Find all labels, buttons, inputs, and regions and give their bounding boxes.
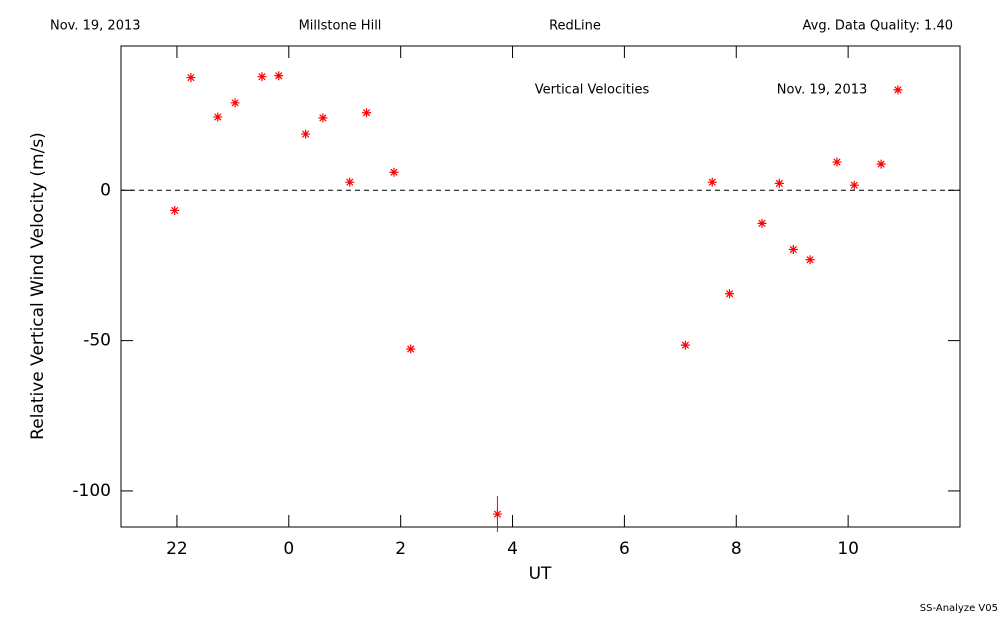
point	[774, 178, 784, 188]
point	[274, 71, 284, 81]
point	[170, 205, 180, 215]
header-site: Millstone Hill	[299, 19, 382, 34]
plot-frame	[120, 45, 961, 528]
annotation: Vertical Velocities	[535, 83, 650, 98]
point	[707, 177, 717, 187]
annotation: Nov. 19, 2013	[777, 83, 868, 98]
point	[788, 245, 798, 255]
point	[725, 289, 735, 299]
x-tick-label: 22	[166, 539, 188, 559]
point	[230, 98, 240, 108]
point	[832, 157, 842, 167]
point	[805, 255, 815, 265]
x-tick-label: 0	[283, 539, 294, 559]
point	[301, 129, 311, 139]
point	[757, 218, 767, 228]
point	[389, 167, 399, 177]
point	[406, 344, 416, 354]
point	[362, 108, 372, 118]
x-tick-label: 10	[837, 539, 859, 559]
point	[318, 113, 328, 123]
point	[893, 85, 903, 95]
point	[345, 177, 355, 187]
x-tick-label: 6	[619, 539, 630, 559]
y-tick-label: -50	[83, 331, 111, 351]
header-quality: Avg. Data Quality: 1.40	[803, 19, 953, 34]
point	[213, 112, 223, 122]
footer: SS-Analyze V05	[920, 603, 998, 614]
point	[257, 72, 267, 82]
y-tick-label: -100	[72, 481, 111, 501]
x-tick-label: 4	[507, 539, 518, 559]
y-tick-label: 0	[100, 180, 111, 200]
x-axis-label: UT	[529, 564, 552, 584]
header-filter: RedLine	[549, 19, 601, 34]
point	[849, 180, 859, 190]
y-axis-label: Relative Vertical Wind Velocity (m/s)	[28, 132, 48, 440]
point	[876, 159, 886, 169]
x-tick-label: 8	[731, 539, 742, 559]
point	[680, 340, 690, 350]
point	[492, 509, 502, 519]
x-tick-label: 2	[395, 539, 406, 559]
point	[186, 73, 196, 83]
header-date: Nov. 19, 2013	[50, 19, 141, 34]
